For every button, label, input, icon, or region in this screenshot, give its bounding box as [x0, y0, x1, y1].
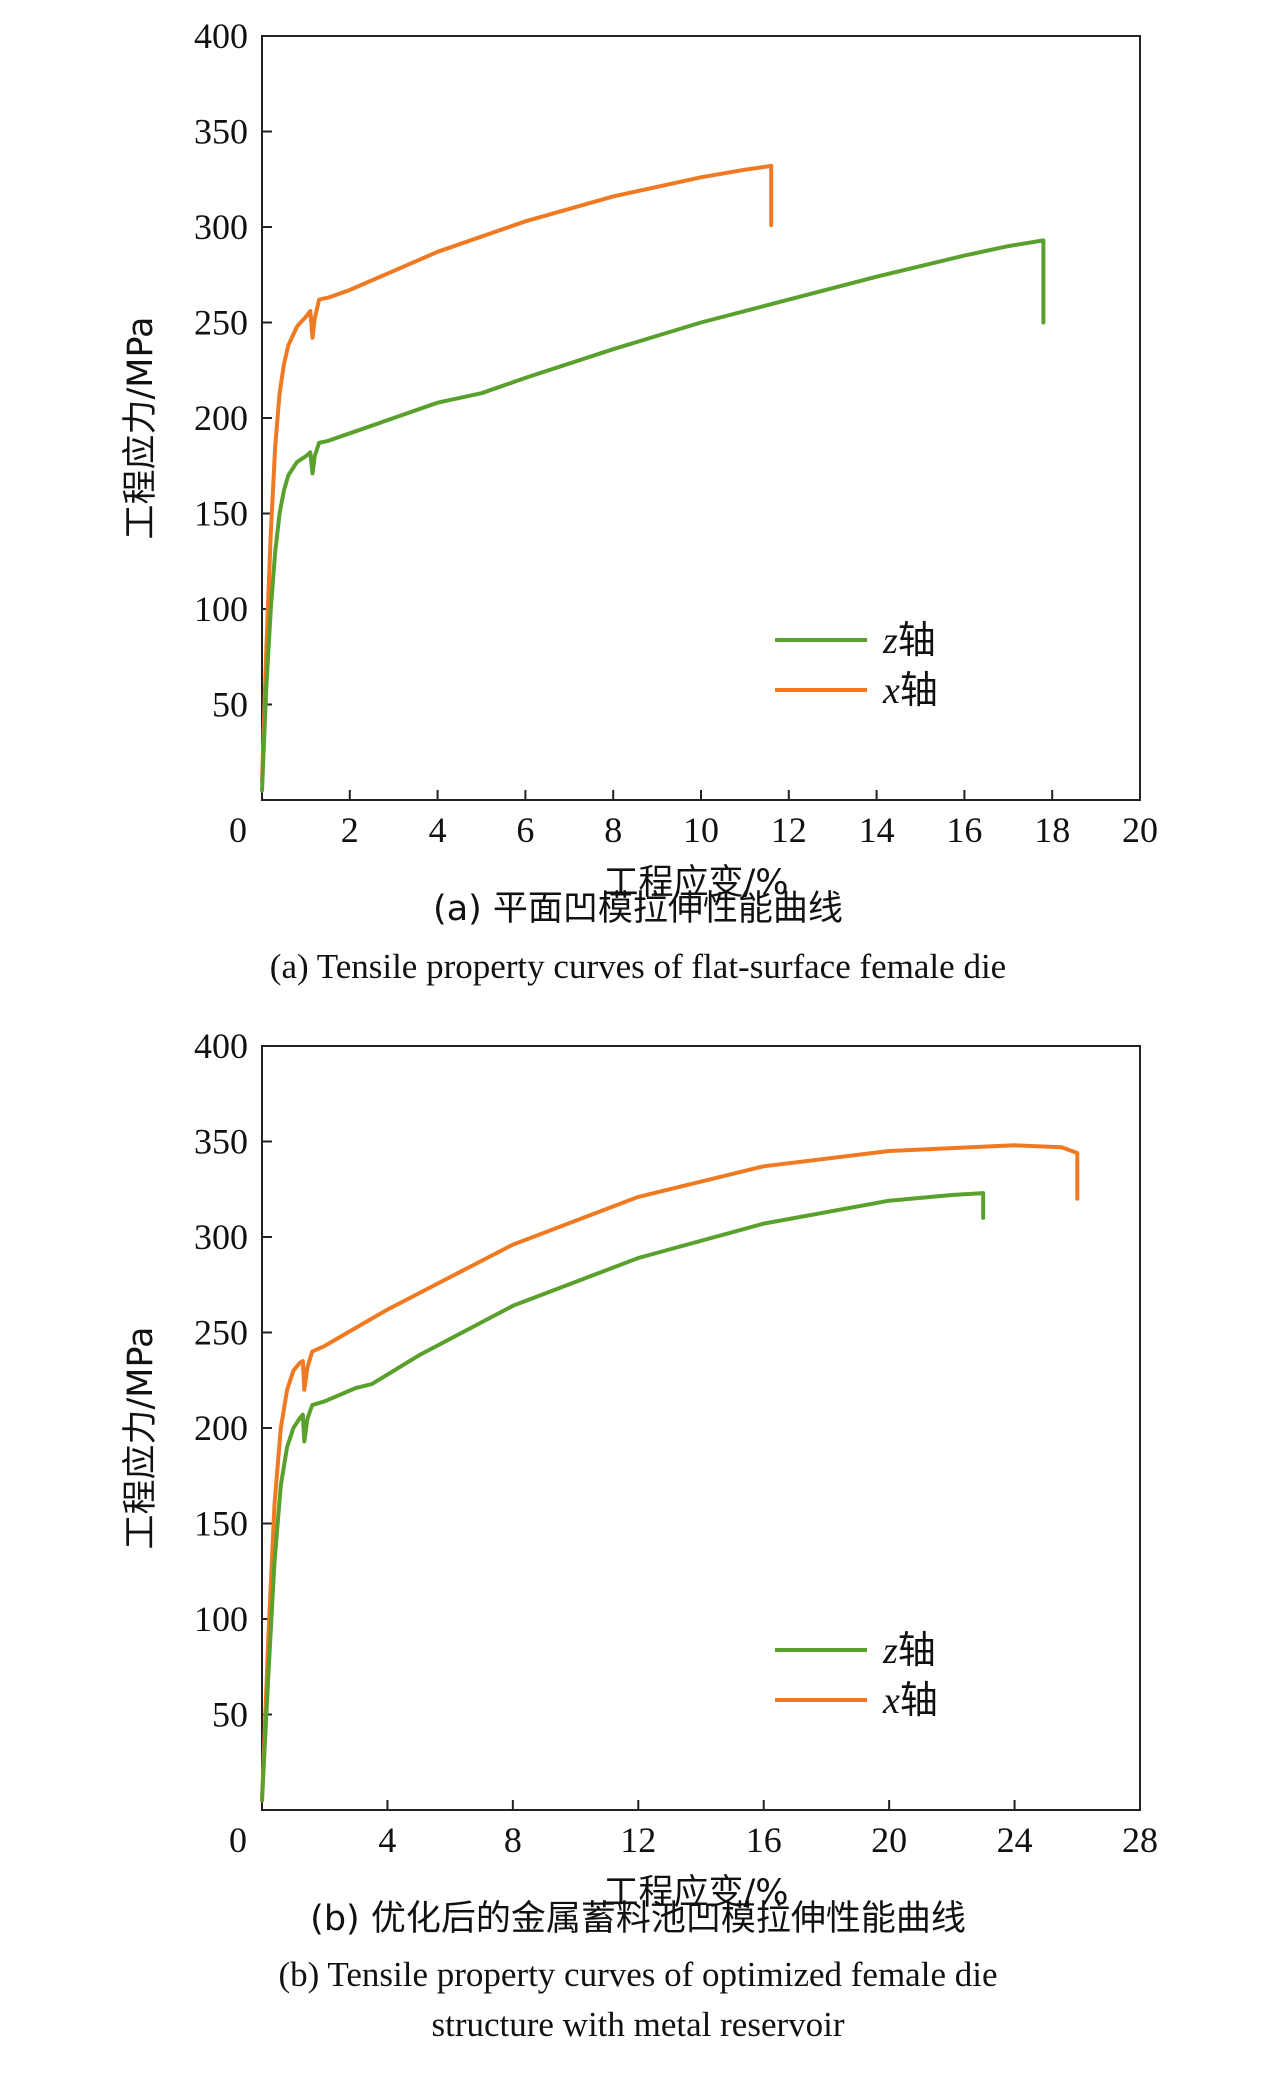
legend-axis-suffix: 轴 — [898, 620, 936, 662]
x-tick-label: 10 — [683, 810, 719, 850]
series-line-x — [260, 163, 774, 783]
y-tick-label: 400 — [194, 16, 248, 56]
y-tick-label: 350 — [194, 112, 248, 152]
legend-axis-suffix: 轴 — [900, 1680, 938, 1722]
chart-b: 0 4 8 12 16 20 24 28 50 100 150 200 250 300 350 400 工程应变… — [121, 1026, 1158, 1913]
x-tick-label: 0 — [229, 1820, 247, 1860]
x-tick-label: 8 — [504, 1820, 522, 1860]
legend-axis-symbol: z — [882, 620, 898, 662]
x-tick-label: 20 — [1122, 810, 1158, 850]
y-axis-title: 工程应力/MPa — [121, 317, 161, 540]
y-tick-label: 50 — [212, 685, 248, 725]
x-tick-label: 18 — [1034, 810, 1070, 850]
x-tick-label: 0 — [229, 810, 247, 850]
x-tick-label: 16 — [946, 810, 982, 850]
legend-label-z: z轴 — [882, 1630, 936, 1672]
chart-a: 0 2 4 6 8 10 12 14 16 18 20 50 100 150 200 250 300 350 400… — [121, 16, 1158, 903]
legend-axis-suffix: 轴 — [900, 670, 938, 712]
x-axis-title: 工程应变/% — [603, 863, 788, 903]
x-tick-label: 6 — [516, 810, 534, 850]
y-tick-label: 50 — [212, 1695, 248, 1735]
y-tick-label: 350 — [194, 1122, 248, 1162]
legend-axis-symbol: x — [882, 1680, 900, 1722]
x-tick-label: 12 — [771, 810, 807, 850]
caption-b-en-line2: structure with metal reservoir — [431, 2005, 845, 2044]
legend-axis-symbol: x — [882, 670, 900, 712]
y-tick-label: 300 — [194, 207, 248, 247]
x-tick-label: 24 — [997, 1820, 1033, 1860]
x-tick-label: 28 — [1122, 1820, 1158, 1860]
x-tick-label: 20 — [871, 1820, 907, 1860]
x-tick-label: 16 — [746, 1820, 782, 1860]
figure-a: 0 2 4 6 8 10 12 14 16 18 20 50 100 150 200 250 300 350 400… — [0, 0, 1276, 1010]
y-tick-label: 100 — [194, 1599, 248, 1639]
series-line-x — [260, 1143, 1080, 1803]
figure-b: 0 4 8 12 16 20 24 28 50 100 150 200 250 300 350 400 工程应变… — [0, 1010, 1276, 2076]
x-axis-title: 工程应变/% — [603, 1873, 788, 1913]
x-tick-label: 8 — [604, 810, 622, 850]
plot-frame — [261, 1045, 1141, 1811]
y-tick-label: 250 — [194, 1313, 248, 1353]
caption-a-zh: (a) 平面凹模拉伸性能曲线 — [433, 889, 843, 929]
x-tick-label: 4 — [378, 1820, 396, 1860]
legend-axis-suffix: 轴 — [898, 1630, 936, 1672]
x-tick-label: 14 — [859, 810, 895, 850]
x-tick-label: 12 — [620, 1820, 656, 1860]
y-tick-label: 200 — [194, 398, 248, 438]
y-tick-label: 250 — [194, 303, 248, 343]
legend-axis-symbol: z — [882, 1630, 898, 1672]
legend-label-z: z轴 — [882, 620, 936, 662]
x-tick-label: 4 — [429, 810, 447, 850]
legend-label-x: x轴 — [882, 670, 938, 712]
y-tick-label: 100 — [194, 589, 248, 629]
y-tick-label: 300 — [194, 1217, 248, 1257]
legend-label-x: x轴 — [882, 1680, 938, 1722]
caption-b-en-line1: (b) Tensile property curves of optimized… — [278, 1955, 998, 1994]
y-axis-title: 工程应力/MPa — [121, 1327, 161, 1550]
y-tick-label: 150 — [194, 494, 248, 534]
caption-b-zh: (b) 优化后的金属蓄料池凹模拉伸性能曲线 — [310, 1899, 966, 1939]
y-tick-label: 400 — [194, 1026, 248, 1066]
series-line-z — [260, 1191, 986, 1803]
y-tick-label: 200 — [194, 1408, 248, 1448]
series-line-z — [260, 238, 1046, 793]
x-tick-label: 2 — [341, 810, 359, 850]
y-tick-label: 150 — [194, 1504, 248, 1544]
caption-a-en: (a) Tensile property curves of flat-surf… — [269, 947, 1007, 986]
